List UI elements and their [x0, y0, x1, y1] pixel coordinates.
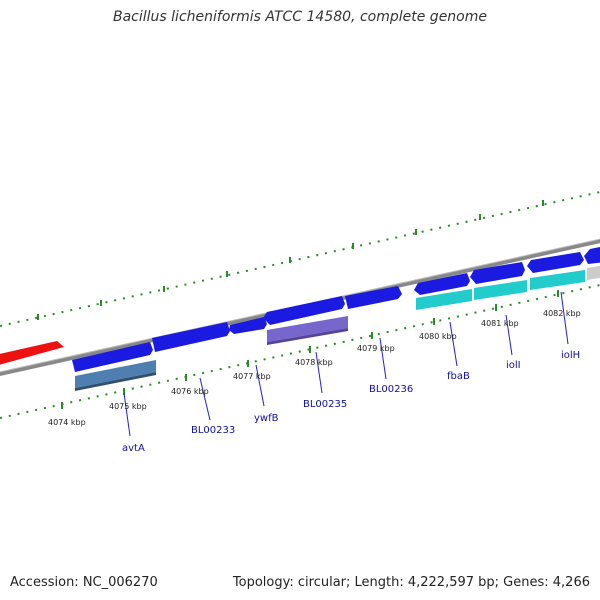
feature-purple[interactable]: [267, 316, 348, 342]
gene-labels: avtA BL00233 ywfB BL00235 BL00236 fbaB i…: [122, 350, 580, 454]
tick-label: 4080 kbp: [419, 332, 457, 341]
feature-steel-shadow: [75, 372, 156, 391]
feature-purple-shadow: [267, 328, 348, 345]
tick-label: 4075 kbp: [109, 402, 147, 411]
label-lines: [123, 291, 569, 437]
tick-label: 4074 kbp: [48, 418, 86, 427]
feature-steel[interactable]: [75, 360, 156, 388]
gene-arrow-blue[interactable]: [584, 246, 600, 264]
accession-text: Accession: NC_006270: [10, 575, 158, 590]
gene-label[interactable]: ywfB: [254, 413, 279, 424]
gene-label[interactable]: BL00236: [369, 384, 413, 395]
gene-arrow-blue[interactable]: [72, 342, 153, 372]
outer-tick-ring: [0, 191, 600, 327]
gene-label[interactable]: iolI: [506, 360, 521, 371]
gene-label[interactable]: BL00233: [191, 425, 235, 436]
tick-labels: 4074 kbp 4075 kbp 4076 kbp 4077 kbp 4078…: [48, 309, 581, 427]
tick-label: 4076 kbp: [171, 387, 209, 396]
tick-label: 4081 kbp: [481, 319, 519, 328]
gene-label[interactable]: avtA: [122, 443, 145, 454]
tick-label: 4082 kbp: [543, 309, 581, 318]
gene-arrow-blue[interactable]: [470, 262, 525, 284]
forward-genes: [0, 246, 600, 372]
tick-label: 4079 kbp: [357, 344, 395, 353]
feature-gray[interactable]: [587, 265, 600, 280]
inner-ring-ticks: [61, 290, 559, 409]
tick-label: 4078 kbp: [295, 358, 333, 367]
gene-label[interactable]: fbaB: [447, 371, 470, 382]
outer-ring-ticks: [37, 200, 544, 320]
genome-title: Bacillus licheniformis ATCC 14580, compl…: [113, 9, 487, 25]
feature-cyan[interactable]: [474, 280, 527, 300]
gene-arrow-red[interactable]: [0, 341, 64, 366]
gene-arrow-blue[interactable]: [263, 296, 345, 325]
gene-arrow-blue[interactable]: [229, 317, 267, 334]
feature-cyan[interactable]: [416, 289, 472, 310]
gene-arrow-blue[interactable]: [345, 286, 402, 309]
feature-track: [75, 265, 600, 391]
gene-arrow-blue[interactable]: [414, 273, 470, 295]
gene-label[interactable]: iolH: [561, 350, 580, 361]
tick-label: 4077 kbp: [233, 372, 271, 381]
gene-arrow-blue[interactable]: [152, 322, 230, 352]
gene-arrow-blue[interactable]: [527, 252, 584, 273]
inner-tick-ring: [0, 284, 600, 419]
feature-cyan[interactable]: [530, 270, 585, 290]
gene-label[interactable]: BL00235: [303, 399, 347, 410]
topology-summary-text: Topology: circular; Length: 4,222,597 bp…: [232, 575, 590, 590]
